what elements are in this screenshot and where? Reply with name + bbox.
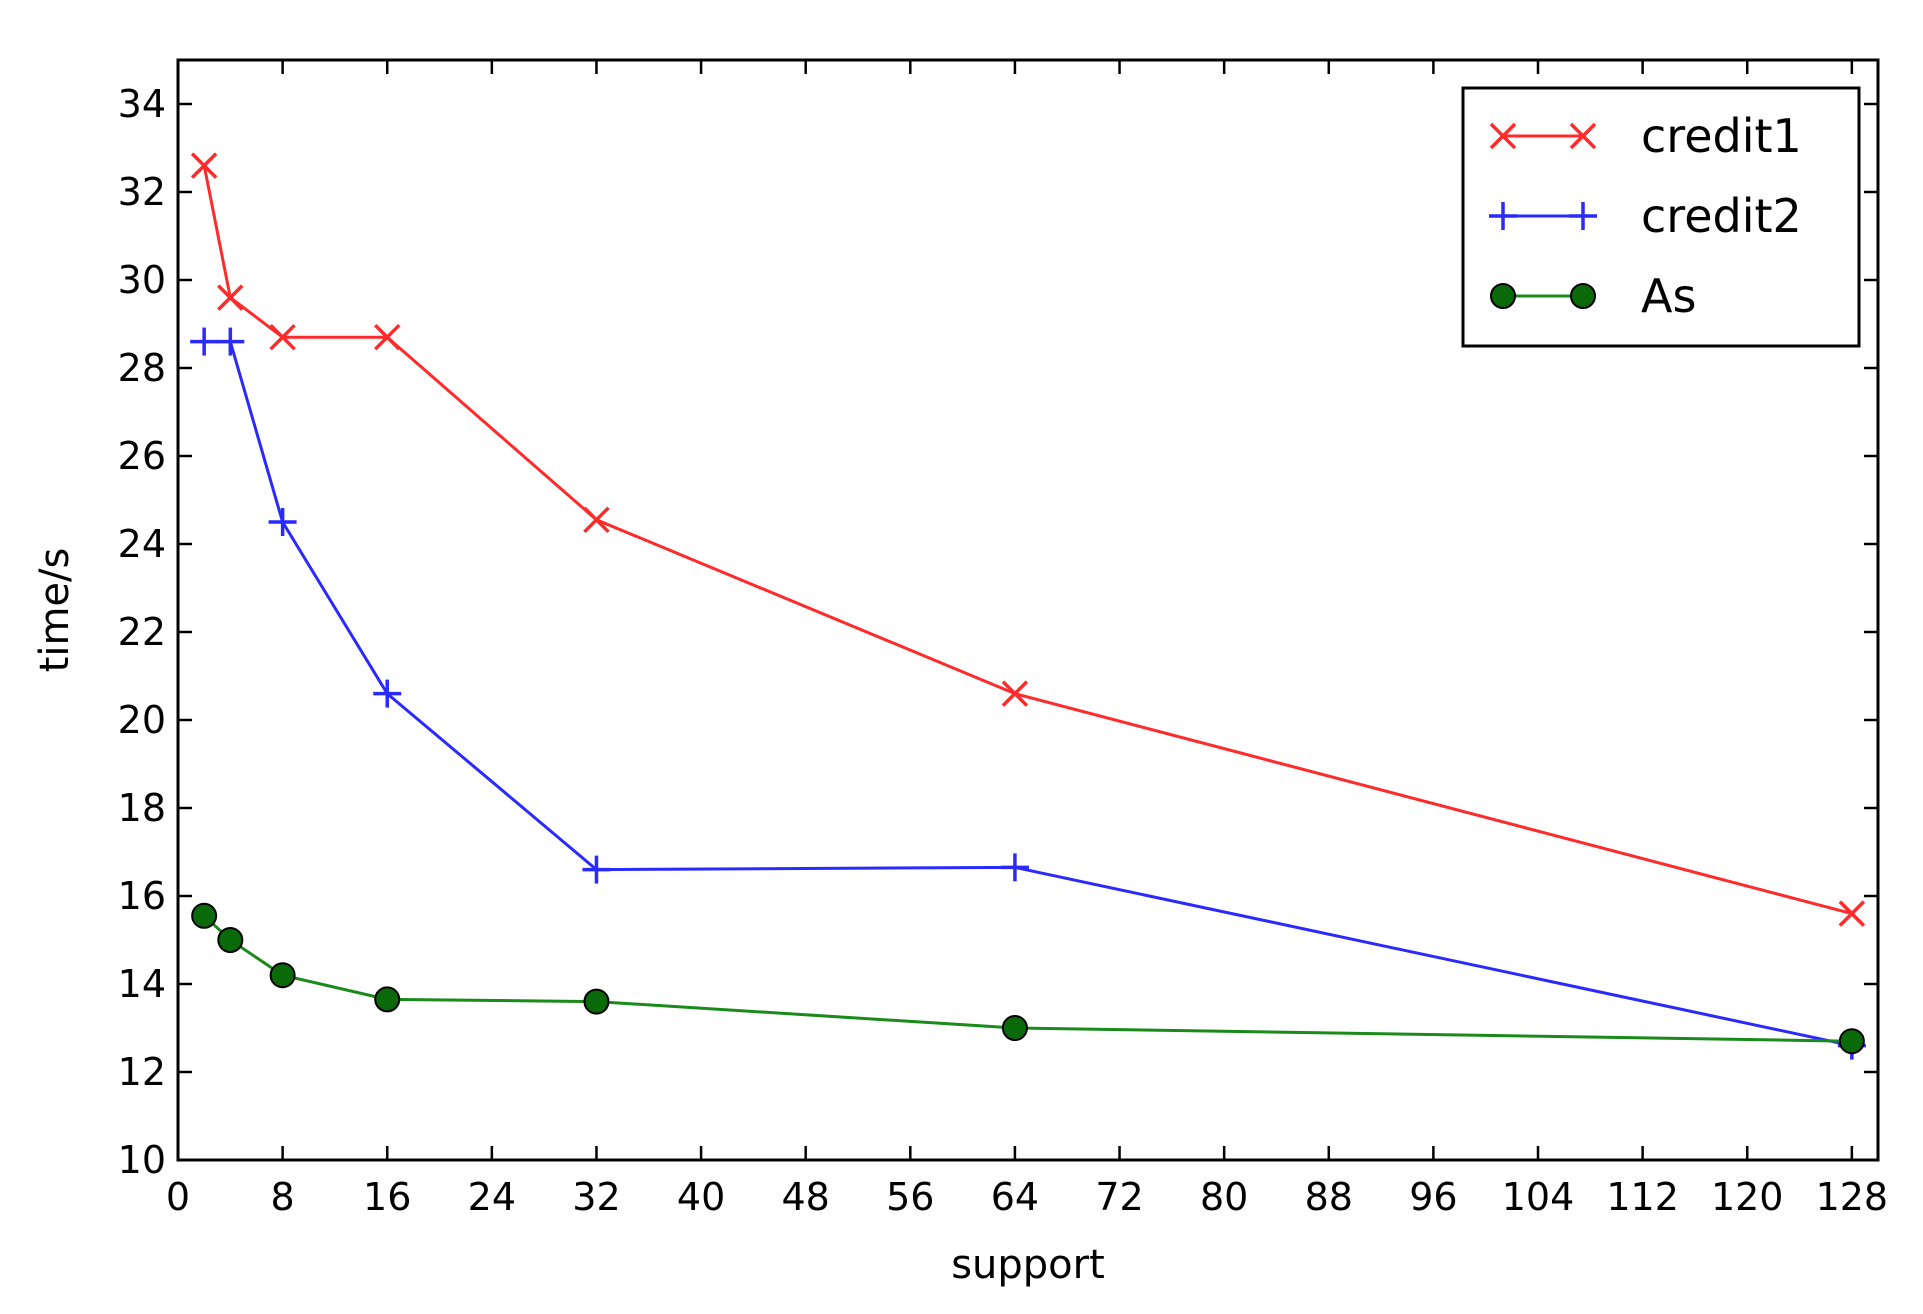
y-tick-label: 20 [118,698,166,742]
y-tick-label: 30 [118,258,166,302]
y-tick-label: 10 [118,1138,166,1182]
legend-label-as: As [1641,269,1696,323]
legend-credit2-point [1489,202,1517,230]
y-axis-label: time/s [32,548,78,673]
series-credit1-point [1001,680,1029,707]
series-credit1-point [269,323,296,351]
series-credit2-point [373,679,402,708]
x-tick-label: 112 [1606,1175,1679,1219]
x-tick-label: 32 [572,1175,620,1219]
x-tick-label: 24 [468,1175,516,1219]
y-tick-label: 26 [118,434,166,478]
x-tick-label: 64 [991,1175,1039,1219]
series-as-point [269,962,296,989]
x-tick-label: 104 [1502,1175,1575,1219]
x-axis-label: support [951,1242,1105,1288]
series-as-point [191,902,218,929]
x-tick-label: 0 [166,1175,190,1219]
series-credit2-point [216,327,245,356]
legend-item-credit2: credit2 [1489,189,1802,243]
legend-label-credit2: credit2 [1641,189,1802,243]
series-credit1-point [190,152,218,179]
series-as [191,902,1865,1055]
legend-credit2-point [1569,202,1597,230]
series-credit1 [190,152,1866,927]
x-tick-label: 120 [1711,1175,1784,1219]
series-credit2-point [190,327,219,356]
legend-as-point [1570,283,1596,309]
y-tick-label: 12 [118,1050,166,1094]
x-tick-label: 48 [782,1175,830,1219]
y-tick-label: 32 [118,170,166,214]
plot-border [176,58,1880,1162]
series-credit2-point [268,508,297,536]
plot-area [176,58,1880,1162]
series-as-point [217,927,244,953]
x-tick-label: 16 [363,1175,411,1219]
series-credit1-point [1838,900,1866,927]
x-tick-label: 8 [271,1175,295,1219]
x-tick-label: 56 [886,1175,934,1219]
series-as-point [583,988,610,1015]
series-as-point [1001,1015,1028,1041]
x-axis: 0 8 16 24 32 40 48 56 64 72 80 88 96 104 112 120 128 [166,60,1888,1219]
legend-item-credit1: credit1 [1489,109,1802,163]
y-tick-label: 28 [118,346,166,390]
series-as-point [374,986,401,1013]
legend: credit1 credit2 As [1461,86,1861,348]
x-tick-label: 88 [1305,1175,1353,1219]
legend-credit1-point [1489,122,1517,150]
series-layer [190,152,1866,1060]
x-tick-label: 96 [1409,1175,1457,1219]
y-tick-label: 34 [118,82,166,126]
y-tick-label: 24 [118,522,166,566]
x-tick-label: 40 [677,1175,725,1219]
legend-as-point [1490,283,1516,309]
x-tick-label: 128 [1816,1175,1889,1219]
x-tick-label: 72 [1095,1175,1143,1219]
series-credit1-point [217,284,244,311]
series-credit1-point [373,323,401,351]
series-credit2-point [582,855,611,884]
series-credit2 [190,327,1866,1060]
y-tick-label: 16 [118,874,166,918]
series-credit1-point [583,506,610,534]
x-tick-label: 80 [1200,1175,1248,1219]
y-tick-label: 22 [118,610,166,654]
series-credit2-point [1000,853,1029,882]
legend-item-as: As [1490,269,1696,323]
legend-label-credit1: credit1 [1641,109,1802,163]
y-tick-label: 18 [118,786,166,830]
legend-credit1-point [1569,122,1597,150]
y-tick-label: 14 [118,962,166,1006]
y-axis: 10 12 14 16 18 20 22 24 26 28 30 32 34 [118,82,1878,1182]
series-as-point [1838,1028,1865,1055]
